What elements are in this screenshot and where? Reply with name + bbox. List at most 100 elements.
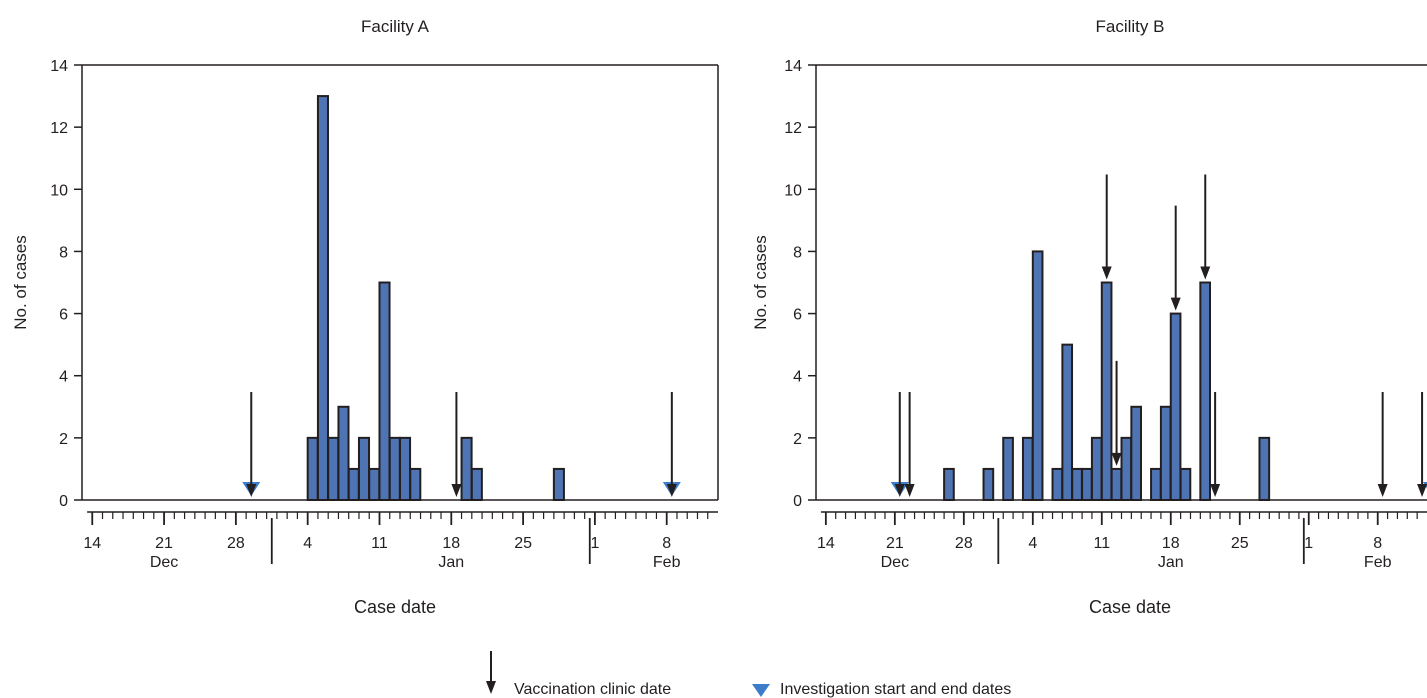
vaccination-arrow-head — [1200, 266, 1211, 280]
case-bar — [378, 281, 391, 501]
y-tick-label: 0 — [793, 493, 802, 510]
x-tick-label: 18 — [1162, 535, 1180, 552]
facility-b-chart: Facility B 0 2 4 6 8 10 12 14 No. of cases 14 21 28 4… — [751, 17, 1427, 617]
case-bar — [1090, 436, 1103, 502]
case-bar — [1199, 281, 1211, 501]
x-tick-label: 11 — [371, 535, 388, 552]
case-bar — [1081, 467, 1093, 501]
facility-a-chart: Facility A 0 2 4 6 8 10 12 14 No. of cases 14 21 28 4… — [11, 17, 719, 617]
case-bar — [1120, 436, 1133, 502]
y-tick-label: 8 — [793, 244, 802, 261]
case-bar — [1130, 405, 1143, 501]
vaccination-arrow-icon — [1111, 360, 1122, 466]
month-label: Feb — [1364, 554, 1392, 571]
x-tick-label: 18 — [442, 535, 460, 552]
case-bar — [943, 467, 955, 501]
y-axis-label: No. of cases — [751, 235, 770, 330]
legend-vaccination-label: Vaccination clinic date — [514, 681, 671, 698]
month-label: Dec — [150, 554, 178, 571]
x-tick-label: 28 — [955, 535, 973, 552]
case-bar — [1031, 250, 1044, 501]
vaccination-arrow-head — [904, 484, 915, 497]
vaccination-arrow-head — [894, 484, 905, 497]
x-axis-label: Case date — [1089, 597, 1171, 617]
case-bar — [357, 436, 371, 502]
x-tick-label: 4 — [303, 535, 312, 552]
vaccination-arrow-icon — [666, 392, 677, 497]
case-bar — [1150, 467, 1162, 501]
chart-title: Facility A — [361, 17, 430, 36]
y-tick-label: 6 — [793, 307, 802, 324]
x-tick-label: 25 — [1231, 535, 1249, 552]
vaccination-arrow-icon — [1170, 205, 1181, 311]
y-tick-label: 14 — [784, 58, 802, 75]
y-tick-label: 2 — [59, 431, 68, 448]
y-tick-label: 4 — [793, 369, 802, 386]
case-bar — [388, 436, 401, 502]
case-bar — [460, 436, 473, 502]
x-tick-label: 11 — [1093, 535, 1110, 552]
x-tick-label: 25 — [514, 535, 532, 552]
y-axis-label: No. of cases — [11, 235, 30, 330]
vaccination-arrow-head — [1210, 484, 1221, 497]
x-tick-label: 1 — [1304, 535, 1313, 552]
x-tick-label: 8 — [662, 535, 671, 552]
vaccination-arrow-icon — [1377, 392, 1388, 497]
x-tick-label: 28 — [227, 535, 245, 552]
vaccination-arrow-icon — [1101, 174, 1112, 280]
vaccination-arrow-icon — [904, 392, 915, 497]
x-tick-label: 8 — [1373, 535, 1382, 552]
month-label: Dec — [881, 554, 909, 571]
vaccination-arrow-head — [451, 484, 462, 497]
x-axis-label: Case date — [354, 597, 436, 617]
x-tick-label: 14 — [817, 535, 835, 552]
case-bar — [982, 467, 995, 501]
month-label: Feb — [653, 554, 681, 571]
legend-vaccination-arrow-icon — [486, 651, 496, 694]
case-bar — [1002, 436, 1014, 502]
case-bar — [368, 467, 381, 501]
x-tick-label: 14 — [83, 535, 101, 552]
x-tick-label: 21 — [886, 535, 904, 552]
month-label: Jan — [1158, 554, 1184, 571]
case-bar — [1061, 343, 1074, 501]
vaccination-arrow-head — [666, 484, 677, 497]
case-bar — [327, 436, 340, 502]
vaccination-arrow-icon — [451, 392, 462, 497]
x-tick-label: 21 — [155, 535, 173, 552]
vaccination-arrow-icon — [894, 392, 905, 497]
y-tick-label: 4 — [59, 369, 68, 386]
vaccination-arrow-icon — [1417, 392, 1427, 497]
case-bar — [1258, 436, 1271, 502]
y-tick-label: 8 — [59, 244, 68, 261]
investigation-date-marker — [1422, 482, 1427, 489]
vaccination-arrow-head — [1101, 266, 1112, 280]
y-tick-label: 0 — [59, 493, 68, 510]
y-tick-label: 12 — [50, 120, 68, 137]
vaccination-arrow-icon — [1200, 174, 1211, 280]
case-bar — [1021, 436, 1034, 502]
y-tick-label: 10 — [784, 182, 802, 199]
vaccination-arrow-head — [1111, 452, 1122, 466]
y-tick-label: 2 — [793, 431, 802, 448]
chart-title: Facility B — [1096, 17, 1165, 36]
legend-investigation-label: Investigation start and end dates — [780, 681, 1011, 698]
y-tick-label: 12 — [784, 120, 802, 137]
case-bar — [1051, 467, 1064, 501]
case-bar — [1159, 405, 1172, 501]
case-bar — [552, 467, 565, 501]
case-bar — [1071, 467, 1083, 501]
case-bar — [1179, 467, 1192, 501]
case-bar — [316, 95, 329, 501]
y-tick-label: 6 — [59, 307, 68, 324]
case-bar — [409, 467, 422, 501]
vaccination-arrow-head — [1377, 484, 1388, 497]
x-tick-label: 4 — [1028, 535, 1037, 552]
case-bar — [470, 467, 483, 501]
case-bar — [1169, 312, 1182, 502]
case-bar — [347, 467, 360, 501]
y-tick-label: 10 — [50, 182, 68, 199]
case-bar — [399, 436, 412, 502]
case-bar — [337, 405, 350, 501]
